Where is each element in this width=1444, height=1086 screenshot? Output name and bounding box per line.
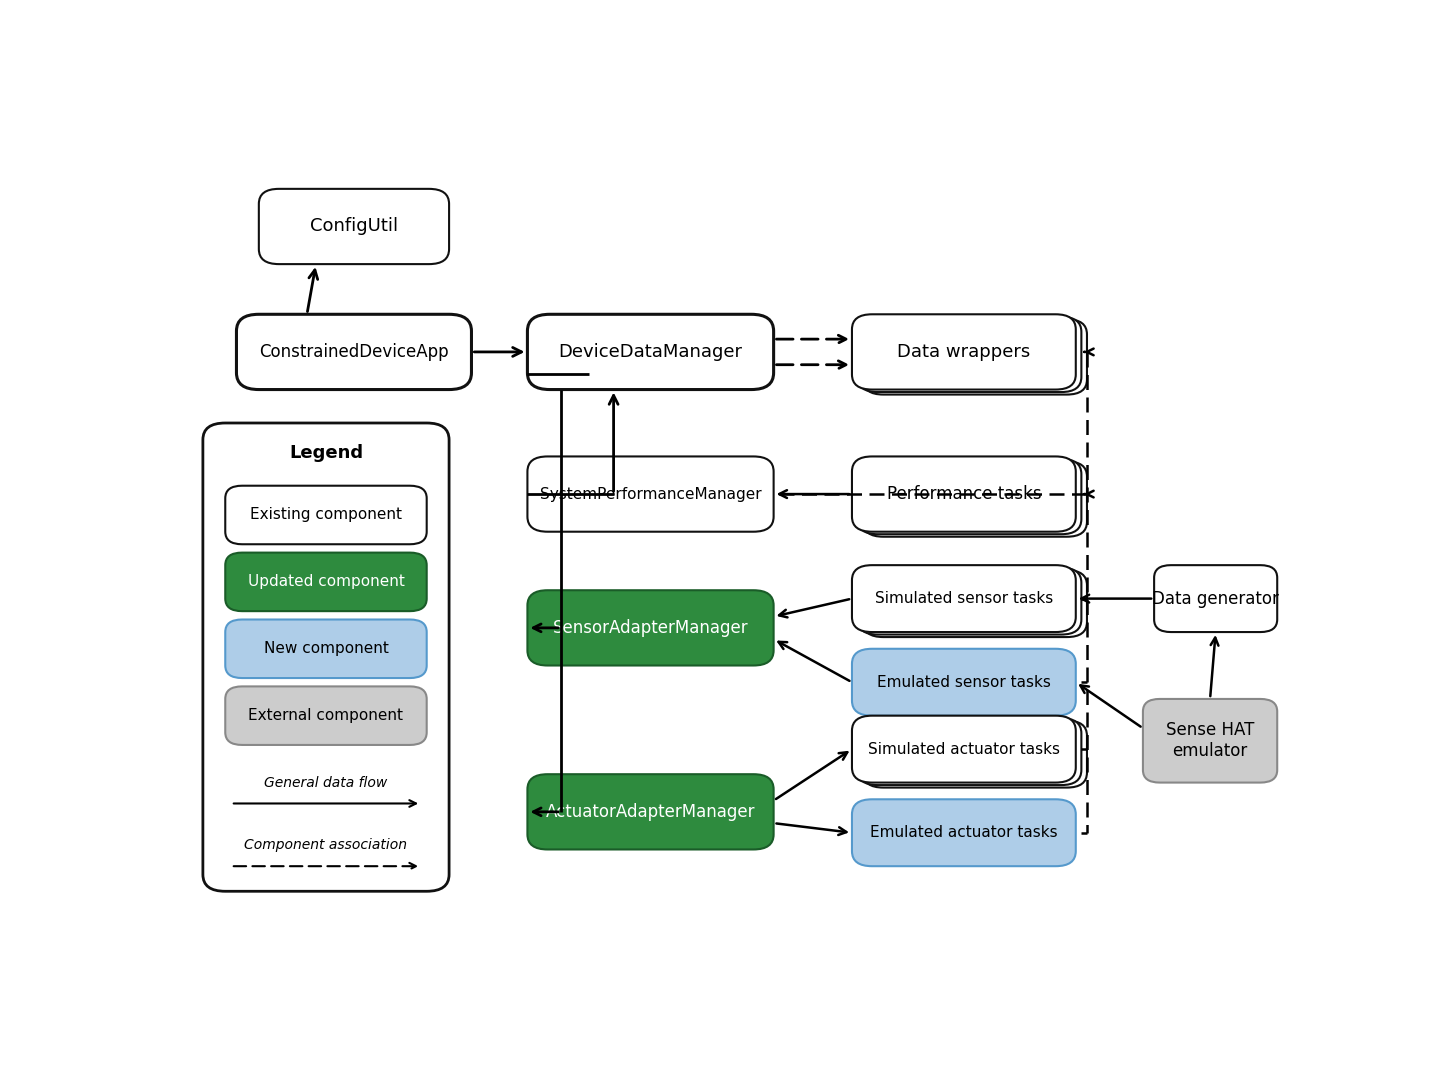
FancyBboxPatch shape <box>1144 699 1278 783</box>
Text: ConfigUtil: ConfigUtil <box>310 217 399 236</box>
Text: Emulated actuator tasks: Emulated actuator tasks <box>871 825 1057 841</box>
FancyBboxPatch shape <box>864 319 1087 394</box>
FancyBboxPatch shape <box>858 718 1082 785</box>
FancyBboxPatch shape <box>527 591 774 666</box>
FancyBboxPatch shape <box>225 686 427 745</box>
Text: Component association: Component association <box>244 838 407 853</box>
Text: Updated component: Updated component <box>247 574 404 590</box>
FancyBboxPatch shape <box>527 314 774 390</box>
Text: External component: External component <box>248 708 403 723</box>
FancyBboxPatch shape <box>527 456 774 532</box>
Text: SensorAdapterManager: SensorAdapterManager <box>553 619 748 636</box>
FancyBboxPatch shape <box>1154 565 1278 632</box>
Text: Legend: Legend <box>289 444 362 462</box>
Text: Simulated sensor tasks: Simulated sensor tasks <box>875 591 1053 606</box>
Text: ActuatorAdapterManager: ActuatorAdapterManager <box>546 803 755 821</box>
FancyBboxPatch shape <box>225 553 427 611</box>
Text: Simulated actuator tasks: Simulated actuator tasks <box>868 742 1060 757</box>
FancyBboxPatch shape <box>864 462 1087 536</box>
FancyBboxPatch shape <box>202 424 449 892</box>
Text: Performance tasks: Performance tasks <box>887 485 1041 503</box>
FancyBboxPatch shape <box>225 485 427 544</box>
FancyBboxPatch shape <box>864 721 1087 787</box>
FancyBboxPatch shape <box>258 189 449 264</box>
Text: Data wrappers: Data wrappers <box>897 343 1031 361</box>
Text: General data flow: General data flow <box>264 775 387 790</box>
FancyBboxPatch shape <box>852 716 1076 783</box>
Text: DeviceDataManager: DeviceDataManager <box>559 343 742 361</box>
FancyBboxPatch shape <box>237 314 472 390</box>
FancyBboxPatch shape <box>852 799 1076 867</box>
FancyBboxPatch shape <box>852 648 1076 716</box>
FancyBboxPatch shape <box>527 774 774 849</box>
FancyBboxPatch shape <box>858 568 1082 634</box>
FancyBboxPatch shape <box>852 314 1076 390</box>
FancyBboxPatch shape <box>852 565 1076 632</box>
FancyBboxPatch shape <box>858 317 1082 392</box>
FancyBboxPatch shape <box>864 570 1087 637</box>
Text: New component: New component <box>264 641 388 656</box>
Text: Data generator: Data generator <box>1152 590 1279 607</box>
FancyBboxPatch shape <box>858 459 1082 534</box>
Text: Sense HAT
emulator: Sense HAT emulator <box>1165 721 1255 760</box>
Text: Existing component: Existing component <box>250 507 401 522</box>
Text: ConstrainedDeviceApp: ConstrainedDeviceApp <box>258 343 449 361</box>
Text: Emulated sensor tasks: Emulated sensor tasks <box>877 674 1051 690</box>
FancyBboxPatch shape <box>852 456 1076 532</box>
FancyBboxPatch shape <box>225 619 427 678</box>
Text: SystemPerformanceManager: SystemPerformanceManager <box>540 487 761 502</box>
